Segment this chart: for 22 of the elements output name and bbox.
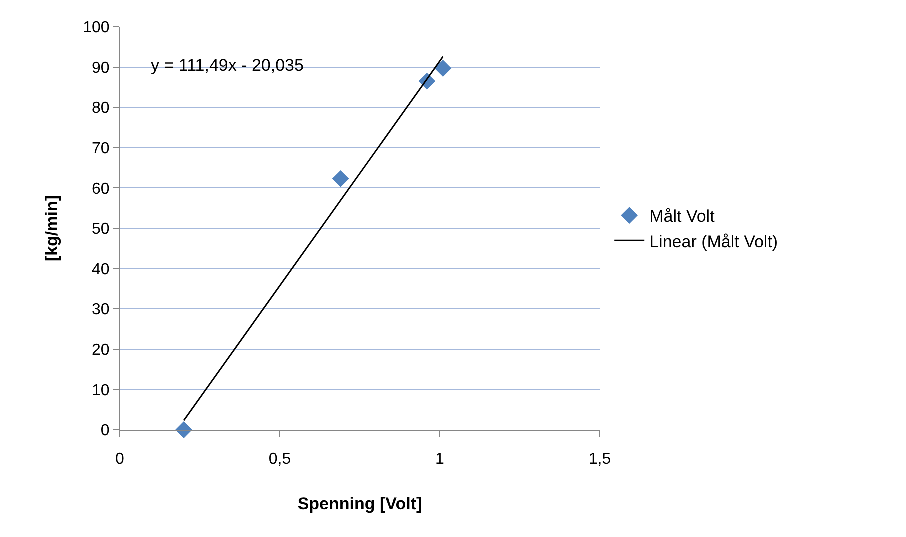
y-tick-label: 50 xyxy=(92,221,110,238)
point xyxy=(434,60,452,77)
x-tick-label: 1 xyxy=(436,451,445,468)
x-tick-label: 0,5 xyxy=(268,451,292,468)
y-tick-label: 20 xyxy=(92,342,110,359)
y-tick-label: 90 xyxy=(92,60,110,77)
y-tick-label: 40 xyxy=(92,261,110,278)
y-tick-label: 80 xyxy=(92,100,110,118)
y-tick-label: 70 xyxy=(92,140,110,158)
y-tick-label: 0 xyxy=(100,422,110,440)
legend-label: Linear (Målt Volt) xyxy=(650,232,778,252)
y-axis-title: [kg/min] xyxy=(42,195,62,262)
y-tick-label: 10 xyxy=(92,382,110,400)
x-tick-label: 0 xyxy=(116,451,125,468)
y-tick-label: 100 xyxy=(83,20,110,37)
x-tick-label: 1,5 xyxy=(588,451,612,468)
y-tick-label: 60 xyxy=(92,180,110,198)
legend-label: Målt Volt xyxy=(650,207,716,226)
x-axis-title: Spenning [Volt] xyxy=(298,494,422,514)
annotation: y = 111,49x - 20,035 xyxy=(151,56,304,75)
y-tick-label: 30 xyxy=(92,302,110,319)
point xyxy=(332,170,350,188)
